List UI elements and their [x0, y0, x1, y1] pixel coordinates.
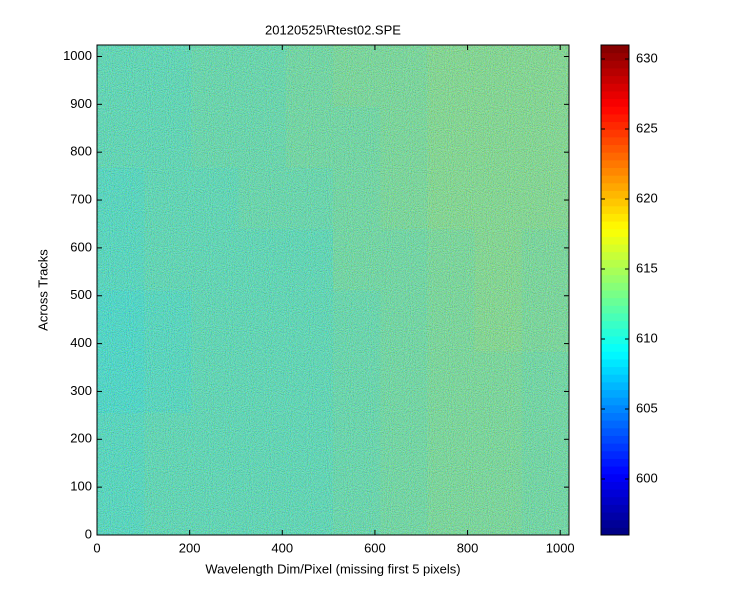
colorbar-swatch [601, 389, 629, 398]
colorbar-swatch [601, 129, 629, 138]
colorbar-swatch [601, 481, 629, 490]
colorbar-swatch [601, 519, 629, 528]
colorbar-swatch [601, 244, 629, 253]
y-tick-label: 800 [70, 144, 92, 159]
colorbar-swatch [601, 412, 629, 421]
colorbar-swatch [601, 489, 629, 498]
colorbar-swatch [601, 466, 629, 475]
colorbar-swatch [601, 512, 629, 521]
colorbar-swatch [601, 213, 629, 222]
colorbar-tick-label: 630 [636, 50, 658, 65]
x-tick-label: 1000 [546, 540, 575, 555]
colorbar-swatch [601, 435, 629, 444]
colorbar-swatch [601, 527, 629, 536]
colorbar-swatch [601, 121, 629, 130]
colorbar-swatch [601, 90, 629, 100]
colorbar-swatch [601, 159, 629, 168]
colorbar-swatch [601, 205, 629, 214]
colorbar-swatch [601, 60, 629, 69]
y-tick-label: 400 [70, 335, 92, 350]
plot-frame [96, 44, 570, 536]
colorbar-swatch [601, 236, 629, 245]
colorbar-swatch [601, 312, 629, 322]
colorbar-swatch [601, 335, 629, 345]
colorbar-frame [600, 44, 630, 536]
colorbar-tick-label: 600 [636, 470, 658, 485]
colorbar-swatch [601, 290, 629, 299]
colorbar-swatch [601, 83, 629, 92]
colorbar-swatch [601, 305, 629, 314]
colorbar-swatch [601, 427, 629, 436]
colorbar-swatch [601, 52, 629, 61]
y-tick-label: 600 [70, 239, 92, 254]
colorbar-swatch [601, 397, 629, 406]
colorbar-swatch [601, 152, 629, 161]
colorbar-swatch [601, 45, 629, 54]
colorbar-swatch [601, 450, 629, 459]
colorbar-swatch [601, 297, 629, 306]
colorbar-swatch [601, 420, 629, 429]
x-tick-label: 600 [364, 540, 386, 555]
colorbar-swatch [601, 221, 629, 230]
colorbar-swatch [601, 67, 629, 77]
colorbar-swatch [601, 366, 629, 375]
y-tick-label: 300 [70, 383, 92, 398]
colorbar-swatch [601, 343, 629, 352]
colorbar-swatch [601, 328, 629, 337]
y-tick-label: 700 [70, 191, 92, 206]
colorbar-swatch [601, 282, 629, 291]
colorbar-tick-label: 610 [636, 330, 658, 345]
colorbar-tick-label: 605 [636, 400, 658, 415]
colorbar-swatch [601, 351, 629, 360]
colorbar-swatch [601, 113, 629, 123]
colorbar-swatch [601, 458, 629, 467]
colorbar-tick-label: 620 [636, 190, 658, 205]
colorbar-swatch [601, 473, 629, 482]
colorbar-swatch [601, 175, 629, 184]
colorbar-swatch [601, 144, 629, 153]
y-tick-label: 500 [70, 287, 92, 302]
y-tick-label: 0 [85, 526, 92, 541]
colorbar-tick-label: 615 [636, 260, 658, 275]
x-tick-label: 800 [457, 540, 479, 555]
colorbar-swatch [601, 136, 629, 146]
colorbar-swatch [601, 75, 629, 84]
y-axis-label: Across Tracks [35, 249, 50, 331]
colorbar-swatch [601, 98, 629, 107]
colorbar-swatch [601, 228, 629, 237]
colorbar-swatch [601, 267, 629, 276]
colorbar-swatch [601, 198, 629, 207]
chart-title: 20120525\Rtest02.SPE [265, 22, 401, 37]
colorbar [601, 45, 629, 536]
colorbar-swatch [601, 190, 629, 199]
x-tick-label: 400 [271, 540, 293, 555]
colorbar-swatch [601, 496, 629, 505]
colorbar-tick-label: 625 [636, 120, 658, 135]
colorbar-swatch [601, 274, 629, 283]
colorbar-swatch [601, 251, 629, 260]
y-tick-label: 900 [70, 96, 92, 111]
y-tick-label: 1000 [63, 48, 92, 63]
colorbar-swatch [601, 106, 629, 115]
x-axis-label: Wavelength Dim/Pixel (missing first 5 pi… [205, 561, 460, 576]
y-tick-label: 200 [70, 431, 92, 446]
colorbar-swatch [601, 374, 629, 383]
noise-texture [97, 45, 569, 535]
colorbar-swatch [601, 358, 629, 368]
x-tick-label: 200 [179, 540, 201, 555]
colorbar-swatch [601, 404, 629, 413]
colorbar-swatch [601, 320, 629, 329]
colorbar-swatch [601, 167, 629, 176]
colorbar-swatch [601, 504, 629, 513]
x-tick-label: 0 [93, 540, 100, 555]
y-tick-label: 100 [70, 479, 92, 494]
colorbar-swatch [601, 381, 629, 391]
colorbar-swatch [601, 259, 629, 268]
colorbar-swatch [601, 182, 629, 191]
colorbar-swatch [601, 443, 629, 452]
